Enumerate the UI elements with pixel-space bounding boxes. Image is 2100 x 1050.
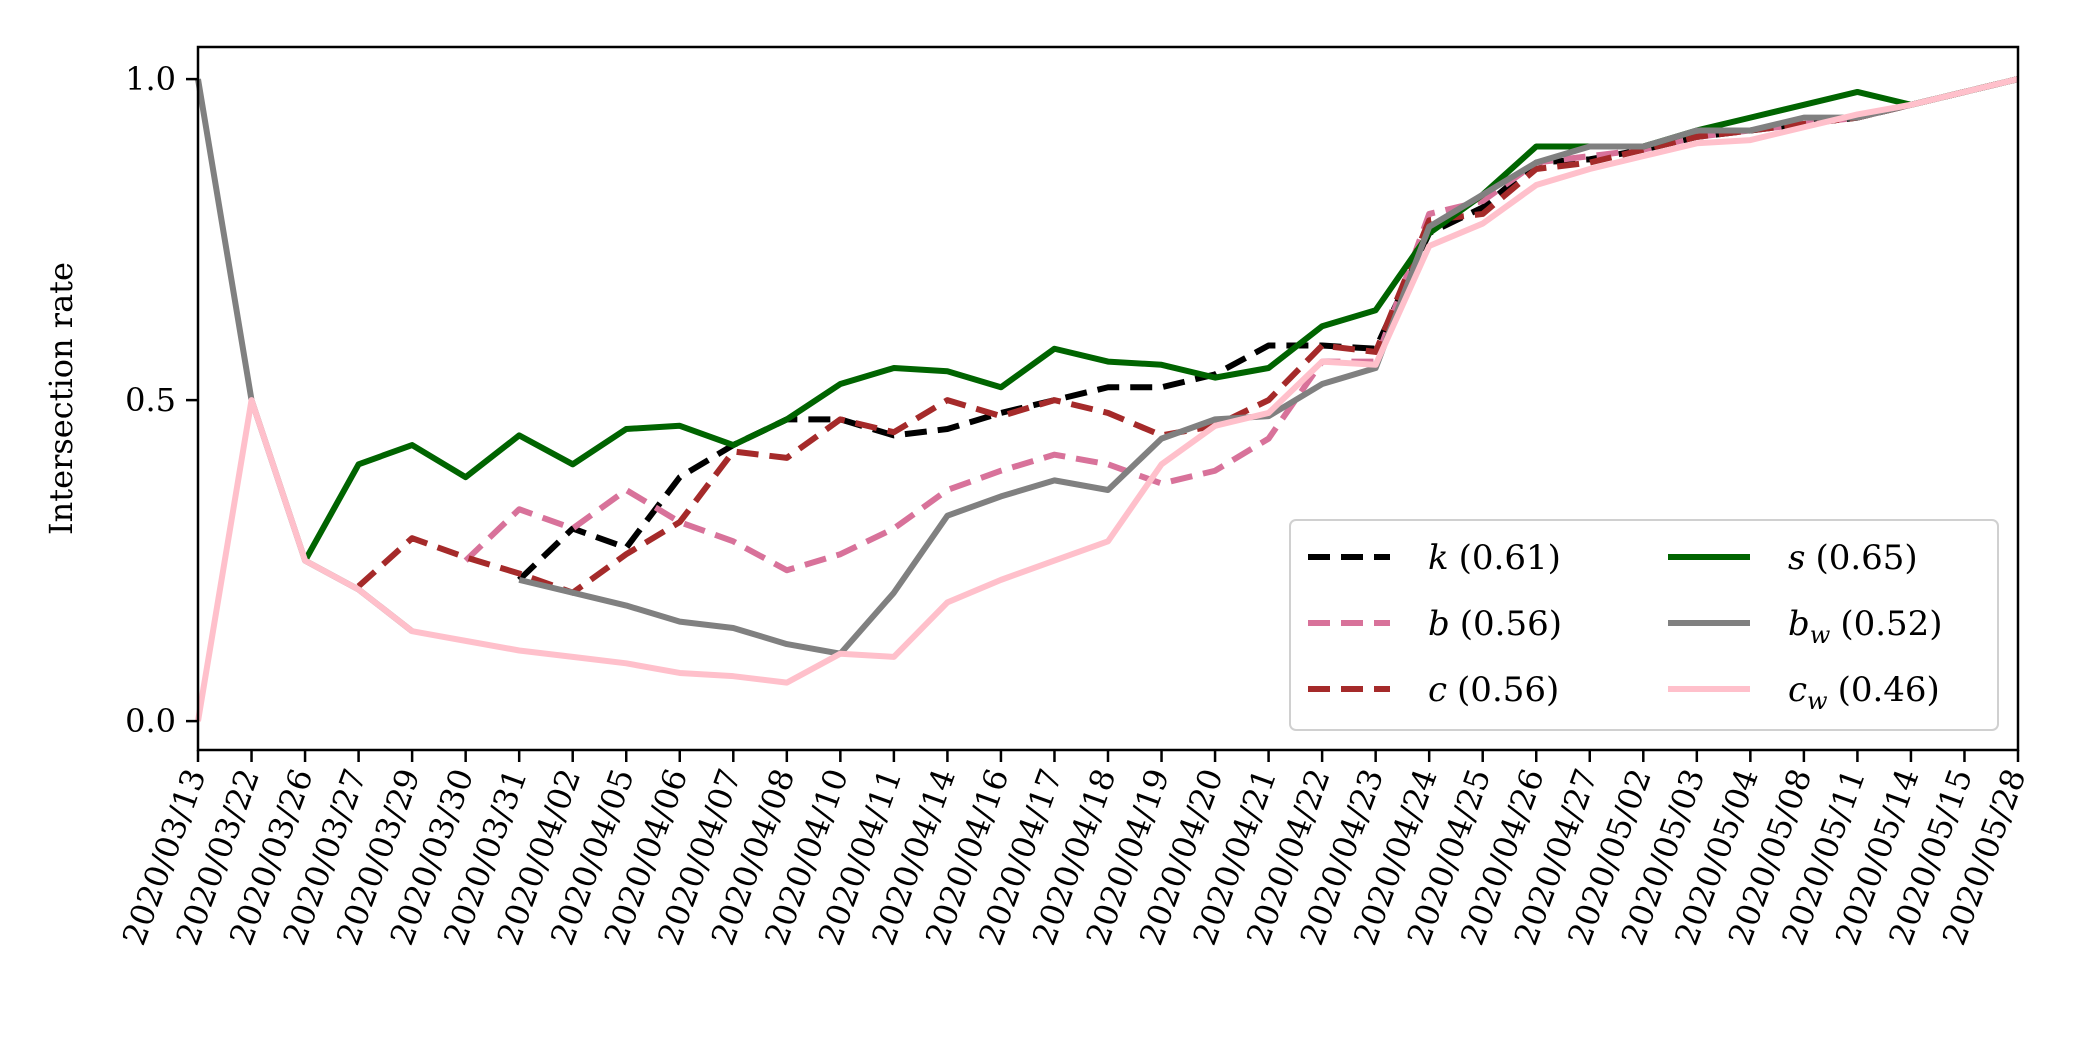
legend-label-s: s (0.65) xyxy=(1788,538,1918,578)
legend-label-cw: cw (0.46) xyxy=(1788,670,1940,715)
series-line-c xyxy=(356,76,2019,596)
y-axis-title: Intersection rate xyxy=(42,262,80,535)
legend-label-bw: bw (0.52) xyxy=(1788,604,1943,649)
legend: k (0.61) b (0.56) c (0.56) s (0.65) bw (0.52) cw (0… xyxy=(1289,519,1999,731)
y-tick-label: 0.0 xyxy=(125,702,176,740)
legend-label-b: b (0.56) xyxy=(1428,604,1562,644)
legend-label-c: c (0.56) xyxy=(1428,670,1559,710)
y-axis: 0.0 0.5 1.0 xyxy=(125,60,198,740)
series-line-k xyxy=(517,76,2019,583)
legend-label-k: k (0.61) xyxy=(1428,538,1561,578)
series-line-s xyxy=(302,76,2019,563)
series-layer xyxy=(195,76,2019,722)
x-axis: 2020/03/132020/03/222020/03/262020/03/27… xyxy=(115,750,2034,950)
legend-box xyxy=(1289,519,1999,731)
series-line-cw xyxy=(195,76,2019,722)
y-tick-label: 0.5 xyxy=(125,381,176,419)
y-tick-label: 1.0 xyxy=(125,60,176,98)
